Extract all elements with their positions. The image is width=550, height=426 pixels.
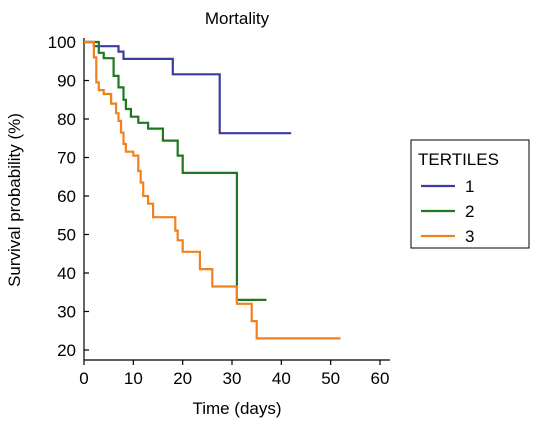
x-tick-label: 60	[371, 369, 390, 388]
y-tick-label: 50	[57, 226, 76, 245]
y-tick-label: 20	[57, 341, 76, 360]
y-axis-title: Survival probability (%)	[5, 113, 24, 287]
legend-label-1: 1	[465, 177, 474, 196]
legend-box	[410, 139, 530, 249]
chart-title: Mortality	[205, 9, 270, 28]
x-tick-label: 40	[272, 369, 291, 388]
legend-items: 1 2 3	[421, 177, 474, 246]
y-tick-label: 70	[57, 149, 76, 168]
y-axis-ticks: 20 30 40 50 60 70 80 90 100	[48, 33, 89, 360]
legend-label-2: 2	[465, 202, 474, 221]
x-tick-label: 10	[124, 369, 143, 388]
series-line-3	[84, 40, 341, 340]
y-tick-label: 100	[48, 33, 76, 52]
legend: TERTILES 1 2 3	[410, 139, 530, 249]
y-tick-label: 30	[57, 303, 76, 322]
plot-frame	[83, 38, 390, 361]
series-line-2	[84, 40, 267, 301]
y-tick-label: 60	[57, 187, 76, 206]
x-tick-label: 50	[321, 369, 340, 388]
x-tick-label: 30	[223, 369, 242, 388]
x-axis-ticks: 0 10 20 30 40 50 60	[79, 360, 389, 388]
legend-label-3: 3	[465, 227, 474, 246]
y-tick-label: 90	[57, 72, 76, 91]
y-tick-label: 40	[57, 264, 76, 283]
x-tick-label: 0	[79, 369, 88, 388]
legend-title: TERTILES	[418, 150, 499, 169]
x-axis-title: Time (days)	[192, 399, 281, 418]
x-tick-label: 20	[173, 369, 192, 388]
y-tick-label: 80	[57, 110, 76, 129]
series-lines	[84, 40, 341, 340]
series-line-1	[84, 40, 292, 135]
